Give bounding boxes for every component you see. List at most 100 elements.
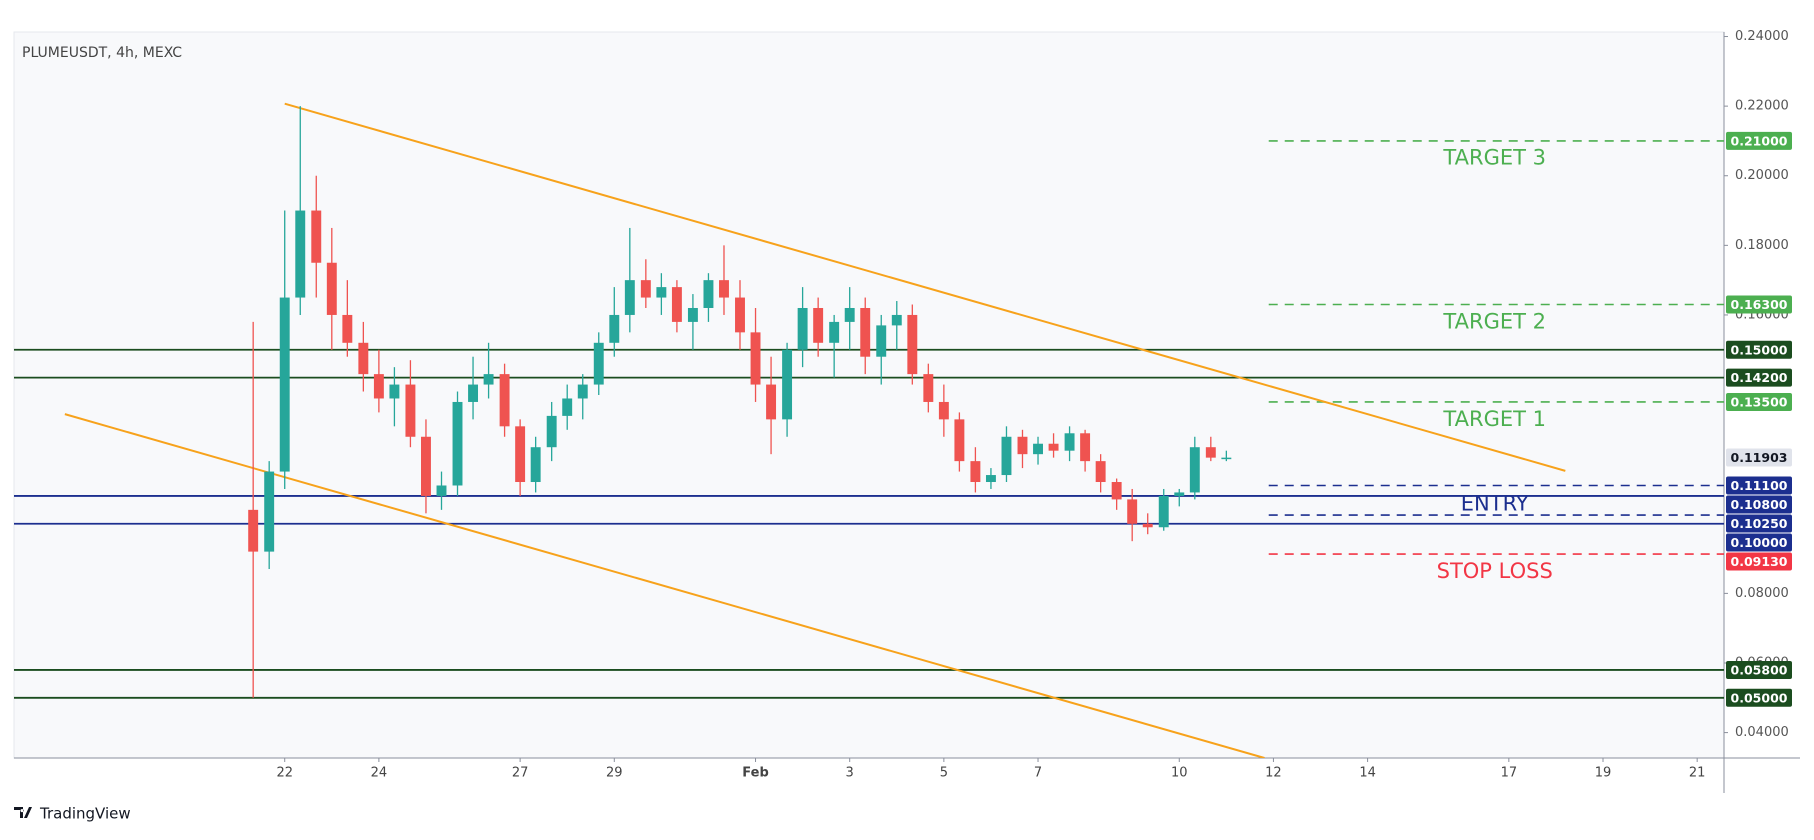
symbol-title: PLUMEUSDT, 4h, MEXC — [22, 45, 182, 61]
candle-body — [609, 314, 620, 343]
x-tick-label: 22 — [276, 766, 293, 781]
candle-body — [813, 307, 824, 343]
candle-body — [891, 314, 902, 326]
y-tick-label: 0.18000 — [1735, 238, 1789, 253]
candle-body — [1033, 443, 1043, 455]
price-label-box — [1726, 392, 1792, 411]
candle-body — [593, 342, 604, 385]
candle-body — [373, 374, 384, 399]
y-tick-label: 0.24000 — [1735, 29, 1789, 44]
price-label: 0.16300 — [1731, 297, 1788, 312]
candle-body — [1111, 482, 1122, 500]
candle-body — [750, 332, 761, 385]
candle-body — [436, 485, 447, 496]
candle-body — [1205, 447, 1216, 458]
annotation: TARGET 2 — [1442, 310, 1546, 334]
candle-body — [421, 436, 431, 496]
price-label: 0.14200 — [1731, 370, 1788, 385]
annotation: TARGET 1 — [1442, 407, 1546, 431]
price-label-box — [1726, 688, 1792, 707]
price-label-box — [1726, 368, 1792, 387]
candle-body — [483, 374, 494, 385]
candle-body — [358, 342, 369, 375]
candle-body — [499, 374, 510, 427]
x-tick-label: 3 — [846, 766, 854, 781]
candle-body — [1221, 457, 1232, 460]
x-tick-label: 7 — [1034, 766, 1042, 781]
trendline — [284, 102, 1566, 472]
y-tick-label: 0.08000 — [1735, 586, 1789, 601]
x-tick-label: 29 — [606, 766, 623, 781]
x-tick-label: 12 — [1265, 766, 1282, 781]
candle-body — [1095, 461, 1106, 483]
candle-body — [577, 384, 588, 399]
candle-body — [687, 307, 698, 322]
plot-layer — [14, 102, 1724, 758]
candle-body — [703, 280, 714, 308]
candle-body — [860, 307, 871, 357]
candle-body — [468, 384, 479, 402]
candle-body — [530, 447, 541, 483]
candle-body — [1127, 499, 1138, 524]
candle-body — [1142, 523, 1153, 528]
candle-body — [782, 349, 793, 420]
price-label: 0.05000 — [1731, 690, 1788, 705]
candle-body — [389, 384, 400, 399]
candle-body — [907, 314, 918, 375]
plot-area — [13, 31, 1725, 759]
candle-body — [405, 384, 416, 437]
candle-body — [1080, 433, 1091, 462]
candle-body — [719, 280, 729, 298]
y-tick-label: 0.22000 — [1735, 99, 1789, 114]
candle-body — [970, 461, 981, 483]
price-label-box — [1726, 495, 1792, 514]
brand-name: TradingView — [39, 805, 131, 823]
candle-body — [248, 509, 259, 552]
candle-body — [671, 287, 682, 322]
candle-body — [311, 210, 322, 263]
candle-body — [735, 297, 745, 333]
brand-logo — [14, 807, 32, 818]
candle-body — [640, 280, 651, 298]
candle-body — [452, 401, 463, 486]
price-label-box — [1726, 514, 1792, 533]
price-label: 0.09130 — [1731, 554, 1788, 569]
candle-body — [624, 280, 635, 315]
candle-body — [1001, 436, 1012, 476]
x-tick-label: 14 — [1359, 766, 1376, 781]
candle-body — [1158, 495, 1169, 528]
price-label: 0.21000 — [1731, 133, 1788, 148]
candle-body — [797, 307, 808, 350]
price-label: 0.15000 — [1731, 342, 1788, 357]
price-label: 0.11100 — [1731, 478, 1788, 493]
candle-body — [985, 475, 996, 483]
y-tick-label: 0.04000 — [1735, 725, 1789, 740]
candle-body — [829, 321, 840, 343]
price-label-box — [1726, 476, 1792, 495]
candle-body — [342, 314, 353, 343]
price-label: 0.10000 — [1731, 535, 1788, 550]
price-label-box — [1726, 340, 1792, 359]
candle-body — [1048, 443, 1059, 451]
price-label: 0.10250 — [1731, 516, 1788, 531]
candle-body — [656, 287, 667, 298]
trendline — [64, 413, 1265, 758]
candle-body — [279, 297, 290, 472]
annotation: TARGET 3 — [1442, 145, 1546, 169]
x-tick-label: 24 — [371, 766, 388, 781]
candle-body — [546, 415, 557, 448]
candle-body — [264, 471, 275, 552]
candle-body — [876, 325, 887, 357]
candle-body — [515, 426, 526, 483]
x-tick-label: 10 — [1171, 766, 1188, 781]
price-label-box — [1726, 552, 1792, 571]
price-label: 0.11903 — [1731, 450, 1788, 465]
price-label: 0.10800 — [1731, 497, 1788, 512]
annotation: ENTRY — [1461, 491, 1529, 515]
candle-body — [562, 398, 573, 416]
price-label-box — [1726, 448, 1792, 467]
x-tick-label: 17 — [1501, 766, 1518, 781]
candle-body — [923, 374, 934, 402]
candle-body — [954, 419, 965, 462]
